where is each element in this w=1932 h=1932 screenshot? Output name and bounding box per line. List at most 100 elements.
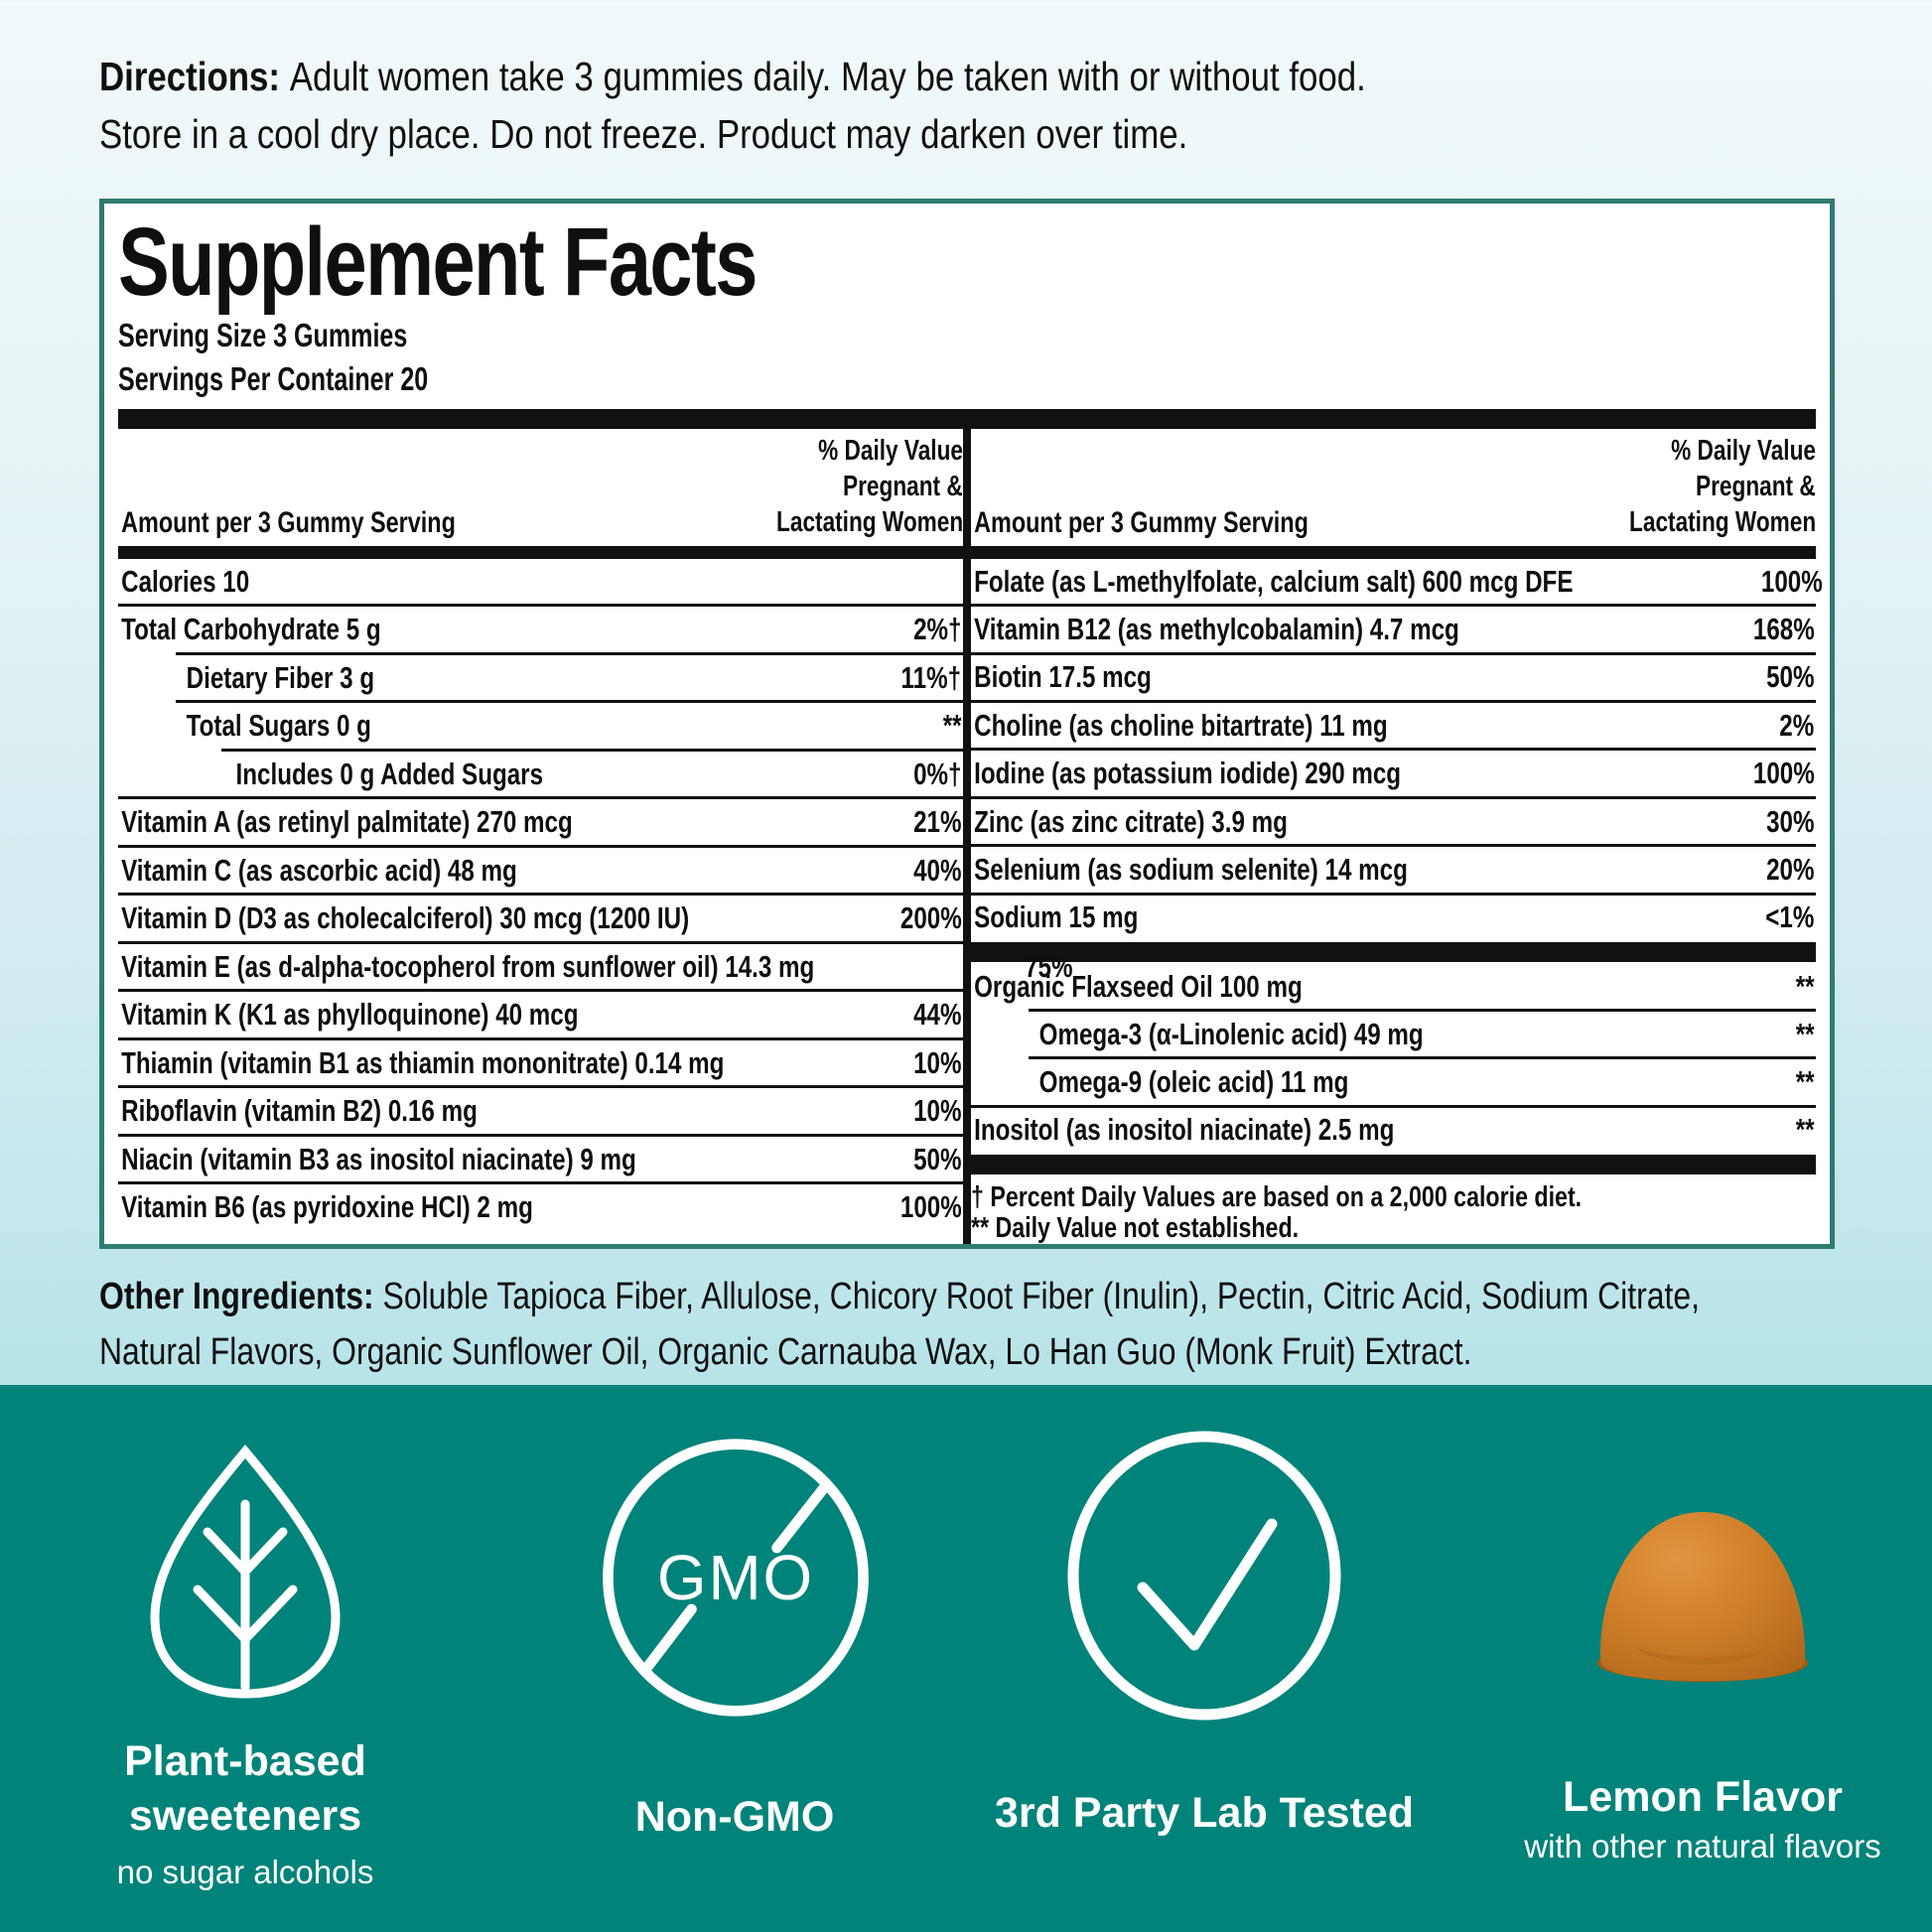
facts-row: Vitamin C (as ascorbic acid) 48 mg 40% (118, 848, 963, 894)
amount-header: Amount per 3 Gummy Serving (974, 505, 1309, 539)
facts-row: Omega-9 (oleic acid) 11 mg ** (971, 1059, 1816, 1104)
center-divider (963, 428, 971, 1244)
row-separator (118, 893, 963, 897)
row-separator (118, 1181, 963, 1185)
nutrient-name: Dietary Fiber 3 g (186, 659, 375, 695)
row-separator (176, 700, 963, 704)
nutrient-daily-value: 75% (1025, 948, 1073, 984)
nutrient-name: Sodium 15 mg (974, 899, 1139, 935)
nutrient-daily-value: 20% (1766, 851, 1815, 887)
dv-header-line: % Daily Value (818, 434, 963, 467)
amount-header: Amount per 3 Gummy Serving (121, 505, 456, 539)
nutrient-name: Vitamin B6 (as pyridoxine HCl) 2 mg (121, 1189, 533, 1225)
supplement-facts-panel: Supplement Facts Serving Size 3 Gummies … (99, 199, 1835, 1249)
facts-row: Sodium 15 mg <1% (971, 896, 1816, 940)
nutrient-daily-value: 40% (913, 852, 962, 888)
nutrient-daily-value: 100% (1760, 563, 1823, 599)
directions-label: Directions: (99, 54, 281, 99)
facts-row: Biotin 17.5 mcg 50% (971, 655, 1816, 700)
dv-header-line: Lactating Women (775, 505, 963, 538)
feature-labtested-title: 3rd Party Lab Tested (994, 1789, 1415, 1837)
nutrient-daily-value: 100% (1752, 756, 1815, 791)
feature-lemon-subtitle: with other natural flavors (1524, 1828, 1881, 1864)
nutrient-name: Vitamin K (K1 as phylloquinone) 40 mcg (121, 997, 579, 1033)
nutrient-daily-value: 100% (899, 1189, 962, 1225)
nutrient-daily-value: 168% (1752, 612, 1815, 646)
feature-plant-subtitle: no sugar alcohols (116, 1854, 374, 1890)
nutrient-daily-value: 10% (913, 1093, 962, 1129)
facts-row: Zinc (as zinc citrate) 3.9 mg 30% (971, 799, 1816, 844)
nutrient-daily-value: ** (1795, 968, 1815, 1004)
servings-per-container: Servings Per Container 20 (118, 359, 429, 397)
row-separator (971, 795, 1816, 799)
facts-rows-left: Calories 10 Total Carbohydrate 5 g 2%† Diet… (118, 559, 1073, 1230)
facts-row: Total Carbohydrate 5 g 2%† (118, 607, 963, 652)
nutrient-name: Thiamin (vitamin B1 as thiamin mononitra… (121, 1044, 725, 1080)
facts-rows-right-mid: Organic Flaxseed Oil 100 mg ** Omega-3 (α-… (971, 964, 1816, 1153)
nutrient-name: Selenium (as sodium selenite) 14 mcg (974, 851, 1408, 887)
features-footer: Plant-based sweeteners no sugar alcohols… (0, 1385, 1932, 1932)
facts-column-left: Amount per 3 Gummy Serving % Daily Value… (118, 429, 1073, 1244)
facts-rows-right-top: Folate (as L-methylfolate, calcium salt)… (971, 559, 1822, 940)
nutrient-name: Vitamin C (as ascorbic acid) 48 mg (121, 852, 517, 888)
facts-row: Vitamin B12 (as methylcobalamin) 4.7 mcg… (971, 607, 1816, 651)
facts-row: Thiamin (vitamin B1 as thiamin mononitra… (118, 1040, 963, 1086)
divider-bar (118, 545, 963, 559)
leaf-icon (141, 1443, 349, 1703)
facts-row: Omega-3 (α-Linolenic acid) 49 mg ** (971, 1012, 1816, 1056)
row-separator (118, 844, 963, 848)
nutrient-name: Omega-3 (α-Linolenic acid) 49 mg (1038, 1016, 1424, 1051)
feature-plant-title: Plant-based sweeteners (124, 1737, 366, 1840)
nutrient-name: Iodine (as potassium iodide) 290 mcg (974, 756, 1402, 791)
row-separator (971, 844, 1816, 848)
facts-row: Inositol (as inositol niacinate) 2.5 mg *… (971, 1108, 1816, 1153)
facts-row: Total Sugars 0 g ** (118, 703, 963, 749)
dv-header-line: Pregnant & (843, 470, 963, 502)
gummy-image (1579, 1496, 1827, 1685)
nutrient-name: Folate (as L-methylfolate, calcium salt)… (974, 563, 1574, 599)
gmo-crossed-icon: GMO (592, 1433, 880, 1723)
facts-row: Iodine (as potassium iodide) 290 mcg 100% (971, 751, 1816, 795)
facts-row: Vitamin B6 (as pyridoxine HCl) 2 mg 100% (118, 1184, 963, 1230)
section-divider-bar (971, 1154, 1816, 1174)
nutrient-name: Inositol (as inositol niacinate) 2.5 mg (974, 1112, 1395, 1148)
nutrient-name: Total Sugars 0 g (186, 708, 371, 744)
nutrient-name: Vitamin D (D3 as cholecalciferol) 30 mcg… (121, 900, 690, 936)
nutrient-daily-value: ** (1795, 1064, 1815, 1100)
feature-nongmo-title: Non-GMO (634, 1793, 835, 1841)
facts-row: Includes 0 g Added Sugars 0%† (118, 752, 963, 797)
nutrient-name: Niacin (vitamin B3 as inositol niacinate… (121, 1141, 636, 1176)
facts-row: Niacin (vitamin B3 as inositol niacinate… (118, 1137, 963, 1182)
nutrient-daily-value: 2% (1779, 707, 1815, 743)
nutrient-daily-value: ** (942, 708, 962, 744)
row-separator (971, 1104, 1816, 1108)
facts-row: Riboflavin (vitamin B2) 0.16 mg 10% (118, 1088, 963, 1134)
nutrient-name: Includes 0 g Added Sugars (235, 756, 544, 791)
facts-row: Folate (as L-methylfolate, calcium salt)… (971, 559, 1822, 604)
nutrient-daily-value: 44% (913, 997, 962, 1033)
facts-row: Dietary Fiber 3 g 11%† (118, 655, 963, 701)
row-separator (971, 700, 1816, 704)
dv-header-line: Pregnant & (1696, 470, 1816, 502)
facts-row: Organic Flaxseed Oil 100 mg ** (971, 964, 1816, 1009)
row-separator (221, 748, 963, 752)
facts-row: Calories 10 (118, 559, 963, 605)
row-separator (176, 651, 963, 655)
facts-row: Vitamin E (as d-alpha-tocopherol from su… (118, 944, 1072, 990)
row-separator (118, 604, 963, 608)
dv-header-line: Lactating Women (1628, 505, 1816, 538)
facts-column-right: Amount per 3 Gummy Serving % Daily Value… (971, 429, 1822, 1244)
nutrient-name: Zinc (as zinc citrate) 3.9 mg (974, 803, 1288, 839)
divider-bar (118, 408, 1816, 429)
other-ingredients: Other Ingredients: Soluble Tapioca Fiber… (99, 1276, 1700, 1373)
facts-row: Choline (as choline bitartrate) 11 mg 2% (971, 703, 1816, 748)
row-separator (971, 748, 1816, 752)
serving-size: Serving Size 3 Gummies (118, 316, 408, 353)
row-separator (971, 651, 1816, 655)
divider-bar (971, 545, 1816, 559)
footnote-daily-value: † Percent Daily Values are based on a 2,… (971, 1180, 1583, 1213)
directions-text: Directions: Adult women take 3 gummies d… (99, 54, 1366, 157)
row-separator (118, 796, 963, 800)
nutrient-daily-value: 10% (913, 1044, 962, 1080)
facts-row: Vitamin K (K1 as phylloquinone) 40 mcg 44… (118, 992, 963, 1037)
